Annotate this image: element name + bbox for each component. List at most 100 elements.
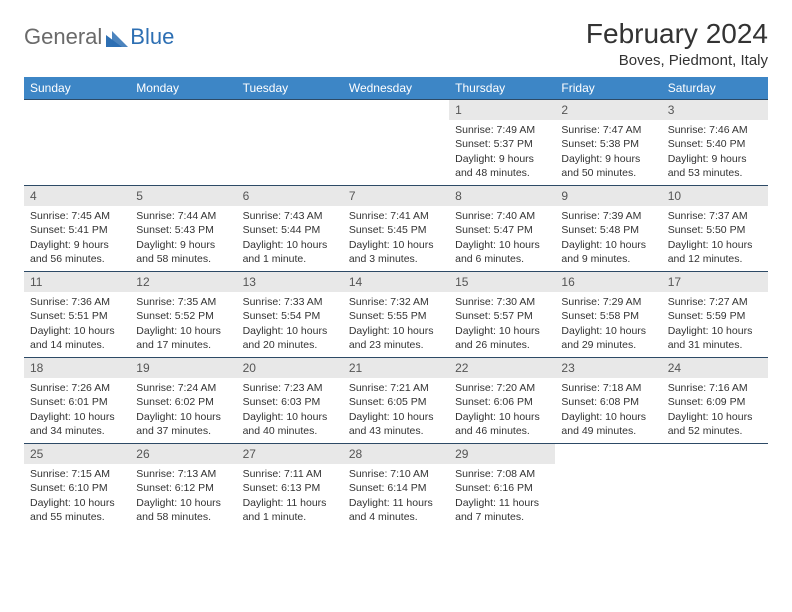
sunrise-text: Sunrise: 7:46 AM — [668, 123, 762, 137]
calendar-cell: 24Sunrise: 7:16 AMSunset: 6:09 PMDayligh… — [662, 358, 768, 444]
day2-text: and 52 minutes. — [668, 424, 762, 438]
sunrise-text: Sunrise: 7:16 AM — [668, 381, 762, 395]
day2-text: and 17 minutes. — [136, 338, 230, 352]
day1-text: Daylight: 11 hours — [349, 496, 443, 510]
day-number: 17 — [662, 272, 768, 292]
day2-text: and 58 minutes. — [136, 252, 230, 266]
sunset-text: Sunset: 6:12 PM — [136, 481, 230, 495]
day-number: 16 — [555, 272, 661, 292]
day-details: Sunrise: 7:20 AMSunset: 6:06 PMDaylight:… — [449, 378, 555, 442]
day-number: 22 — [449, 358, 555, 378]
sunrise-text: Sunrise: 7:41 AM — [349, 209, 443, 223]
day1-text: Daylight: 10 hours — [30, 324, 124, 338]
day-number: 1 — [449, 100, 555, 120]
day1-text: Daylight: 10 hours — [243, 410, 337, 424]
day1-text: Daylight: 10 hours — [561, 238, 655, 252]
sunrise-text: Sunrise: 7:44 AM — [136, 209, 230, 223]
calendar-cell: 4Sunrise: 7:45 AMSunset: 5:41 PMDaylight… — [24, 186, 130, 272]
calendar-cell-empty — [237, 100, 343, 186]
sunrise-text: Sunrise: 7:30 AM — [455, 295, 549, 309]
day-details: Sunrise: 7:44 AMSunset: 5:43 PMDaylight:… — [130, 206, 236, 270]
sunset-text: Sunset: 5:52 PM — [136, 309, 230, 323]
day1-text: Daylight: 10 hours — [668, 410, 762, 424]
calendar-cell: 6Sunrise: 7:43 AMSunset: 5:44 PMDaylight… — [237, 186, 343, 272]
day1-text: Daylight: 10 hours — [30, 410, 124, 424]
day2-text: and 12 minutes. — [668, 252, 762, 266]
day-details: Sunrise: 7:45 AMSunset: 5:41 PMDaylight:… — [24, 206, 130, 270]
sunset-text: Sunset: 5:37 PM — [455, 137, 549, 151]
day-number: 18 — [24, 358, 130, 378]
sunrise-text: Sunrise: 7:37 AM — [668, 209, 762, 223]
sunset-text: Sunset: 6:02 PM — [136, 395, 230, 409]
day-number: 2 — [555, 100, 661, 120]
sunset-text: Sunset: 5:43 PM — [136, 223, 230, 237]
sunrise-text: Sunrise: 7:47 AM — [561, 123, 655, 137]
day2-text: and 48 minutes. — [455, 166, 549, 180]
day-details: Sunrise: 7:33 AMSunset: 5:54 PMDaylight:… — [237, 292, 343, 356]
day1-text: Daylight: 10 hours — [668, 324, 762, 338]
sunset-text: Sunset: 5:45 PM — [349, 223, 443, 237]
sunset-text: Sunset: 5:57 PM — [455, 309, 549, 323]
sunset-text: Sunset: 5:44 PM — [243, 223, 337, 237]
header: General Blue February 2024 Boves, Piedmo… — [24, 18, 768, 69]
day-number: 19 — [130, 358, 236, 378]
weekday-header: Thursday — [449, 77, 555, 100]
day-details: Sunrise: 7:11 AMSunset: 6:13 PMDaylight:… — [237, 464, 343, 528]
sunrise-text: Sunrise: 7:45 AM — [30, 209, 124, 223]
day2-text: and 1 minute. — [243, 252, 337, 266]
calendar-cell: 14Sunrise: 7:32 AMSunset: 5:55 PMDayligh… — [343, 272, 449, 358]
sunset-text: Sunset: 6:09 PM — [668, 395, 762, 409]
day-number: 11 — [24, 272, 130, 292]
day-number: 5 — [130, 186, 236, 206]
sunrise-text: Sunrise: 7:10 AM — [349, 467, 443, 481]
calendar-cell: 5Sunrise: 7:44 AMSunset: 5:43 PMDaylight… — [130, 186, 236, 272]
calendar-cell: 17Sunrise: 7:27 AMSunset: 5:59 PMDayligh… — [662, 272, 768, 358]
calendar-cell-empty — [130, 100, 236, 186]
day2-text: and 23 minutes. — [349, 338, 443, 352]
sunrise-text: Sunrise: 7:39 AM — [561, 209, 655, 223]
sunrise-text: Sunrise: 7:27 AM — [668, 295, 762, 309]
calendar-cell: 26Sunrise: 7:13 AMSunset: 6:12 PMDayligh… — [130, 444, 236, 530]
sunrise-text: Sunrise: 7:23 AM — [243, 381, 337, 395]
weekday-header: Friday — [555, 77, 661, 100]
calendar-cell: 16Sunrise: 7:29 AMSunset: 5:58 PMDayligh… — [555, 272, 661, 358]
day-number: 20 — [237, 358, 343, 378]
day2-text: and 20 minutes. — [243, 338, 337, 352]
calendar-cell: 25Sunrise: 7:15 AMSunset: 6:10 PMDayligh… — [24, 444, 130, 530]
day-number: 12 — [130, 272, 236, 292]
day-number: 28 — [343, 444, 449, 464]
calendar-cell: 10Sunrise: 7:37 AMSunset: 5:50 PMDayligh… — [662, 186, 768, 272]
day1-text: Daylight: 10 hours — [243, 238, 337, 252]
sunset-text: Sunset: 6:05 PM — [349, 395, 443, 409]
day2-text: and 40 minutes. — [243, 424, 337, 438]
sunset-text: Sunset: 5:54 PM — [243, 309, 337, 323]
day2-text: and 31 minutes. — [668, 338, 762, 352]
sunset-text: Sunset: 5:38 PM — [561, 137, 655, 151]
sunrise-text: Sunrise: 7:29 AM — [561, 295, 655, 309]
weekday-header-row: Sunday Monday Tuesday Wednesday Thursday… — [24, 77, 768, 100]
weekday-header: Sunday — [24, 77, 130, 100]
calendar-cell-empty — [662, 444, 768, 530]
day2-text: and 55 minutes. — [30, 510, 124, 524]
day2-text: and 26 minutes. — [455, 338, 549, 352]
day-number: 9 — [555, 186, 661, 206]
day1-text: Daylight: 10 hours — [30, 496, 124, 510]
sunrise-text: Sunrise: 7:32 AM — [349, 295, 443, 309]
day-details: Sunrise: 7:23 AMSunset: 6:03 PMDaylight:… — [237, 378, 343, 442]
calendar-cell: 12Sunrise: 7:35 AMSunset: 5:52 PMDayligh… — [130, 272, 236, 358]
sunrise-text: Sunrise: 7:08 AM — [455, 467, 549, 481]
day2-text: and 34 minutes. — [30, 424, 124, 438]
day-details: Sunrise: 7:29 AMSunset: 5:58 PMDaylight:… — [555, 292, 661, 356]
sunset-text: Sunset: 5:48 PM — [561, 223, 655, 237]
day1-text: Daylight: 10 hours — [243, 324, 337, 338]
sunset-text: Sunset: 6:16 PM — [455, 481, 549, 495]
day-number: 3 — [662, 100, 768, 120]
sunrise-text: Sunrise: 7:15 AM — [30, 467, 124, 481]
weekday-header: Tuesday — [237, 77, 343, 100]
day2-text: and 9 minutes. — [561, 252, 655, 266]
day-number: 8 — [449, 186, 555, 206]
logo: General Blue — [24, 24, 174, 50]
calendar-cell-empty — [555, 444, 661, 530]
sunset-text: Sunset: 5:41 PM — [30, 223, 124, 237]
day-details: Sunrise: 7:08 AMSunset: 6:16 PMDaylight:… — [449, 464, 555, 528]
